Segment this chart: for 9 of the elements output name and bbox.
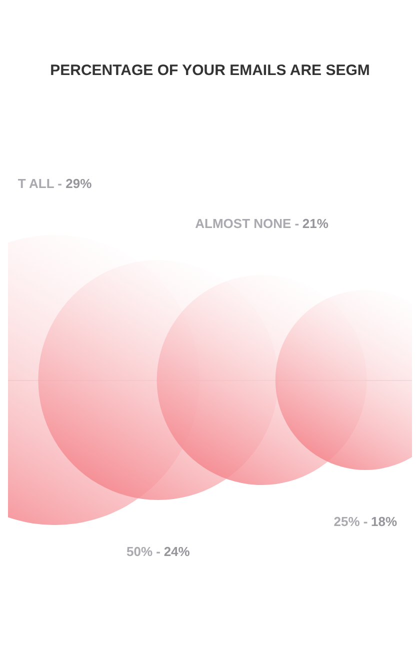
data-label: 29% bbox=[66, 176, 92, 191]
category-label: ALMOST NONE - bbox=[195, 216, 300, 231]
category-label: T ALL - bbox=[18, 176, 62, 191]
category-label: 50% - bbox=[126, 544, 161, 559]
data-label: 24% bbox=[164, 544, 190, 559]
text: PERCENTAGE OF YOUR EMAILS ARE SEGM bbox=[50, 62, 370, 79]
data-label: 18% bbox=[371, 514, 398, 529]
data-label: 21% bbox=[302, 216, 329, 231]
category-label: 25% - bbox=[334, 514, 368, 529]
